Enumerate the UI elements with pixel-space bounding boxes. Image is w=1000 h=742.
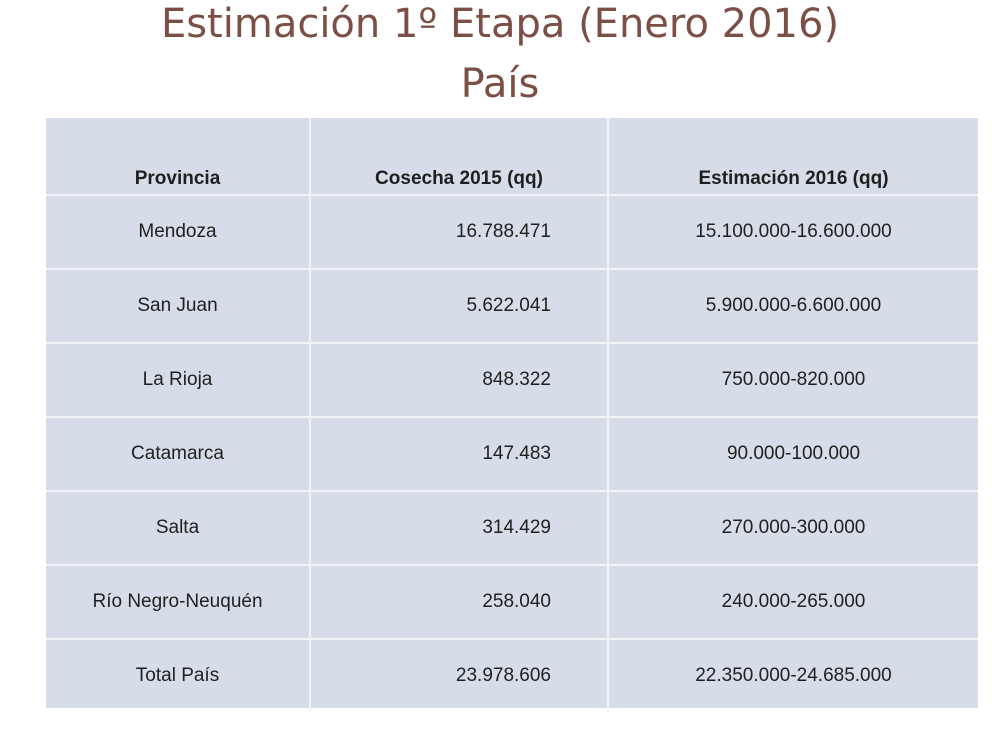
cell-provincia: La Rioja xyxy=(46,342,310,417)
title-line-1: Estimación 1º Etapa (Enero 2016) xyxy=(160,1,840,47)
table-row: Catamarca 147.483 90.000-100.000 xyxy=(46,416,978,491)
cell-provincia: Río Negro-Neuquén xyxy=(46,564,310,639)
cell-estimacion: 240.000-265.000 xyxy=(607,564,978,639)
harvest-table: Provincia Cosecha 2015 (qq) Estimación 2… xyxy=(46,118,978,712)
table-row: Mendoza 16.788.471 15.100.000-16.600.000 xyxy=(46,194,978,269)
cell-provincia: Catamarca xyxy=(46,416,310,491)
cell-estimacion: 15.100.000-16.600.000 xyxy=(607,194,978,269)
cell-cosecha: 16.788.471 xyxy=(309,194,608,269)
header-row: Provincia Cosecha 2015 (qq) Estimación 2… xyxy=(46,118,978,195)
table-container: Provincia Cosecha 2015 (qq) Estimación 2… xyxy=(46,118,978,712)
cell-provincia: Total País xyxy=(46,638,310,712)
cell-cosecha: 258.040 xyxy=(309,564,608,639)
title-line-2: País xyxy=(460,61,540,107)
cell-provincia: Mendoza xyxy=(46,194,310,269)
cell-estimacion: 270.000-300.000 xyxy=(607,490,978,565)
total-row: Total País 23.978.606 22.350.000-24.685.… xyxy=(46,638,978,712)
cell-provincia: Salta xyxy=(46,490,310,565)
cell-cosecha: 147.483 xyxy=(309,416,608,491)
header-cosecha-2015: Cosecha 2015 (qq) xyxy=(309,118,608,195)
table-row: Salta 314.429 270.000-300.000 xyxy=(46,490,978,565)
cell-estimacion: 90.000-100.000 xyxy=(607,416,978,491)
header-estimacion-2016: Estimación 2016 (qq) xyxy=(607,118,978,195)
header-provincia: Provincia xyxy=(134,168,221,189)
table-row: La Rioja 848.322 750.000-820.000 xyxy=(46,342,978,417)
cell-cosecha: 848.322 xyxy=(309,342,608,417)
table-row: San Juan 5.622.041 5.900.000-6.600.000 xyxy=(46,268,978,343)
cell-estimacion: 22.350.000-24.685.000 xyxy=(607,638,978,712)
cell-provincia: San Juan xyxy=(46,268,310,343)
cell-estimacion: 5.900.000-6.600.000 xyxy=(607,268,978,343)
cell-cosecha: 23.978.606 xyxy=(309,638,608,712)
cell-cosecha: 314.429 xyxy=(309,490,608,565)
cell-cosecha: 5.622.041 xyxy=(309,268,608,343)
cell-estimacion: 750.000-820.000 xyxy=(607,342,978,417)
slide-title: Estimación 1º Etapa (Enero 2016) País xyxy=(0,0,1000,106)
table-row: Río Negro-Neuquén 258.040 240.000-265.00… xyxy=(46,564,978,639)
